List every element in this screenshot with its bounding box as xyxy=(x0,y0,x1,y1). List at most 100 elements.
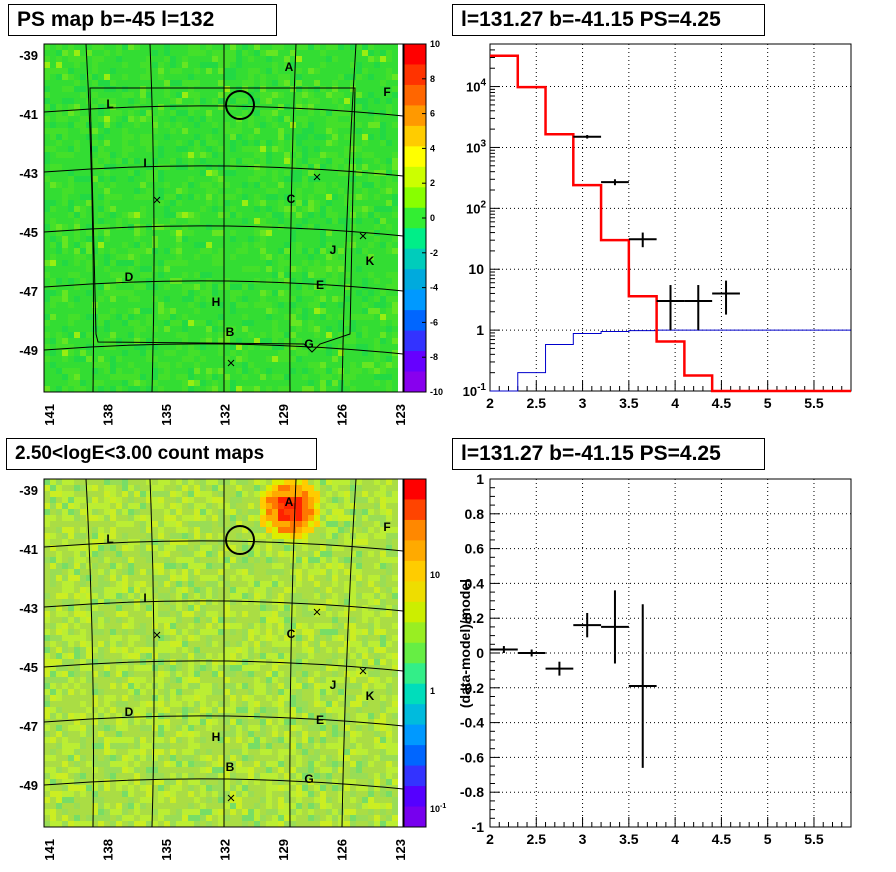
ps-map-cell xyxy=(50,44,56,50)
ps-map-cell xyxy=(290,98,296,104)
ps-map-cell xyxy=(50,200,56,206)
ps-map-cell xyxy=(176,254,182,260)
ps-map-cell xyxy=(116,86,122,92)
count-map-cell xyxy=(92,599,98,605)
ps-map-cell xyxy=(44,182,50,188)
ps-map-cell xyxy=(56,110,62,116)
ps-map-cell xyxy=(272,242,278,248)
ps-map-cell xyxy=(242,302,248,308)
ps-map-cell xyxy=(278,266,284,272)
ps-map-cell xyxy=(56,278,62,284)
ps-map-cell xyxy=(290,248,296,254)
count-map-cell xyxy=(182,533,188,539)
count-map-cell xyxy=(116,701,122,707)
ps-map-cell xyxy=(44,92,50,98)
ps-map-cell xyxy=(374,140,380,146)
ps-map-cell xyxy=(140,350,146,356)
ps-map-cell xyxy=(302,332,308,338)
count-map-cell xyxy=(50,527,56,533)
ps-map-cell xyxy=(44,254,50,260)
count-map-cell xyxy=(152,491,158,497)
count-map-cell xyxy=(158,749,164,755)
count-map-cell xyxy=(80,737,86,743)
ps-map-cell xyxy=(74,224,80,230)
ps-map-cell xyxy=(56,158,62,164)
ps-map-colorbar-label: -6 xyxy=(430,317,438,327)
ps-map-cell xyxy=(320,284,326,290)
count-map-cell xyxy=(128,779,134,785)
ps-map-cell xyxy=(230,248,236,254)
ps-map-cell xyxy=(314,170,320,176)
ps-map-cell xyxy=(272,326,278,332)
ps-map-cell xyxy=(392,272,398,278)
ps-map-cell xyxy=(44,98,50,104)
ps-map-cell xyxy=(170,212,176,218)
count-map-cell xyxy=(110,803,116,809)
ps-map-cell xyxy=(278,314,284,320)
ps-map-cell xyxy=(128,86,134,92)
ps-map-cell xyxy=(182,62,188,68)
count-map-cell xyxy=(140,635,146,641)
count-map-cell xyxy=(134,611,140,617)
count-map-cell xyxy=(98,779,104,785)
ps-map-cell xyxy=(350,152,356,158)
ps-map-cell xyxy=(260,248,266,254)
count-map-cell xyxy=(98,707,104,713)
ps-map-cell xyxy=(254,272,260,278)
ps-map-cell xyxy=(86,302,92,308)
ps-map-cell xyxy=(176,368,182,374)
count-map-cell xyxy=(68,701,74,707)
count-map-cell xyxy=(116,797,122,803)
ps-map-cell xyxy=(110,212,116,218)
ps-map-cell xyxy=(74,212,80,218)
count-map-cell xyxy=(104,581,110,587)
ps-map-cell xyxy=(68,236,74,242)
ps-map-cell xyxy=(314,308,320,314)
ps-map-cell xyxy=(218,380,224,386)
count-map-cell xyxy=(50,617,56,623)
ps-map-cell xyxy=(224,386,230,392)
count-map-cell xyxy=(170,509,176,515)
ps-map-cell xyxy=(248,170,254,176)
ps-map-cell xyxy=(62,230,68,236)
ps-map-cell xyxy=(308,326,314,332)
ps-map-cell xyxy=(92,200,98,206)
ps-map-cell xyxy=(380,200,386,206)
ps-map-cell xyxy=(350,344,356,350)
ps-map-cell xyxy=(218,80,224,86)
count-map-cell xyxy=(116,539,122,545)
ps-map-cell xyxy=(134,182,140,188)
ps-map-cell xyxy=(344,146,350,152)
ps-map-cell xyxy=(242,290,248,296)
ps-map-source-label: D xyxy=(125,270,134,284)
ps-map-cell xyxy=(164,68,170,74)
count-map-cell xyxy=(188,737,194,743)
ps-map-cell xyxy=(284,104,290,110)
ps-map-cell xyxy=(170,50,176,56)
ps-map-cell xyxy=(356,68,362,74)
ps-map-cell xyxy=(356,332,362,338)
ps-map-cell xyxy=(200,314,206,320)
ps-map-cell xyxy=(116,98,122,104)
count-map-cell xyxy=(80,587,86,593)
ps-map-cell xyxy=(200,56,206,62)
count-map-cell xyxy=(50,677,56,683)
ps-map-cell xyxy=(296,62,302,68)
ps-map-cell xyxy=(56,224,62,230)
ps-map-cell xyxy=(224,380,230,386)
ps-map-cell xyxy=(356,44,362,50)
count-map-cell xyxy=(110,773,116,779)
ps-map-cell xyxy=(362,308,368,314)
ps-map-cell xyxy=(164,374,170,380)
count-map-cell xyxy=(158,767,164,773)
ps-map-cell xyxy=(356,290,362,296)
ps-map-cell xyxy=(92,248,98,254)
count-map-cell xyxy=(56,761,62,767)
count-map-cell xyxy=(128,665,134,671)
ps-map-cell xyxy=(248,68,254,74)
ps-map-cell xyxy=(164,266,170,272)
count-map-cell xyxy=(50,803,56,809)
ps-map-cell xyxy=(356,236,362,242)
count-map-cell xyxy=(50,767,56,773)
ps-map-cell xyxy=(314,206,320,212)
